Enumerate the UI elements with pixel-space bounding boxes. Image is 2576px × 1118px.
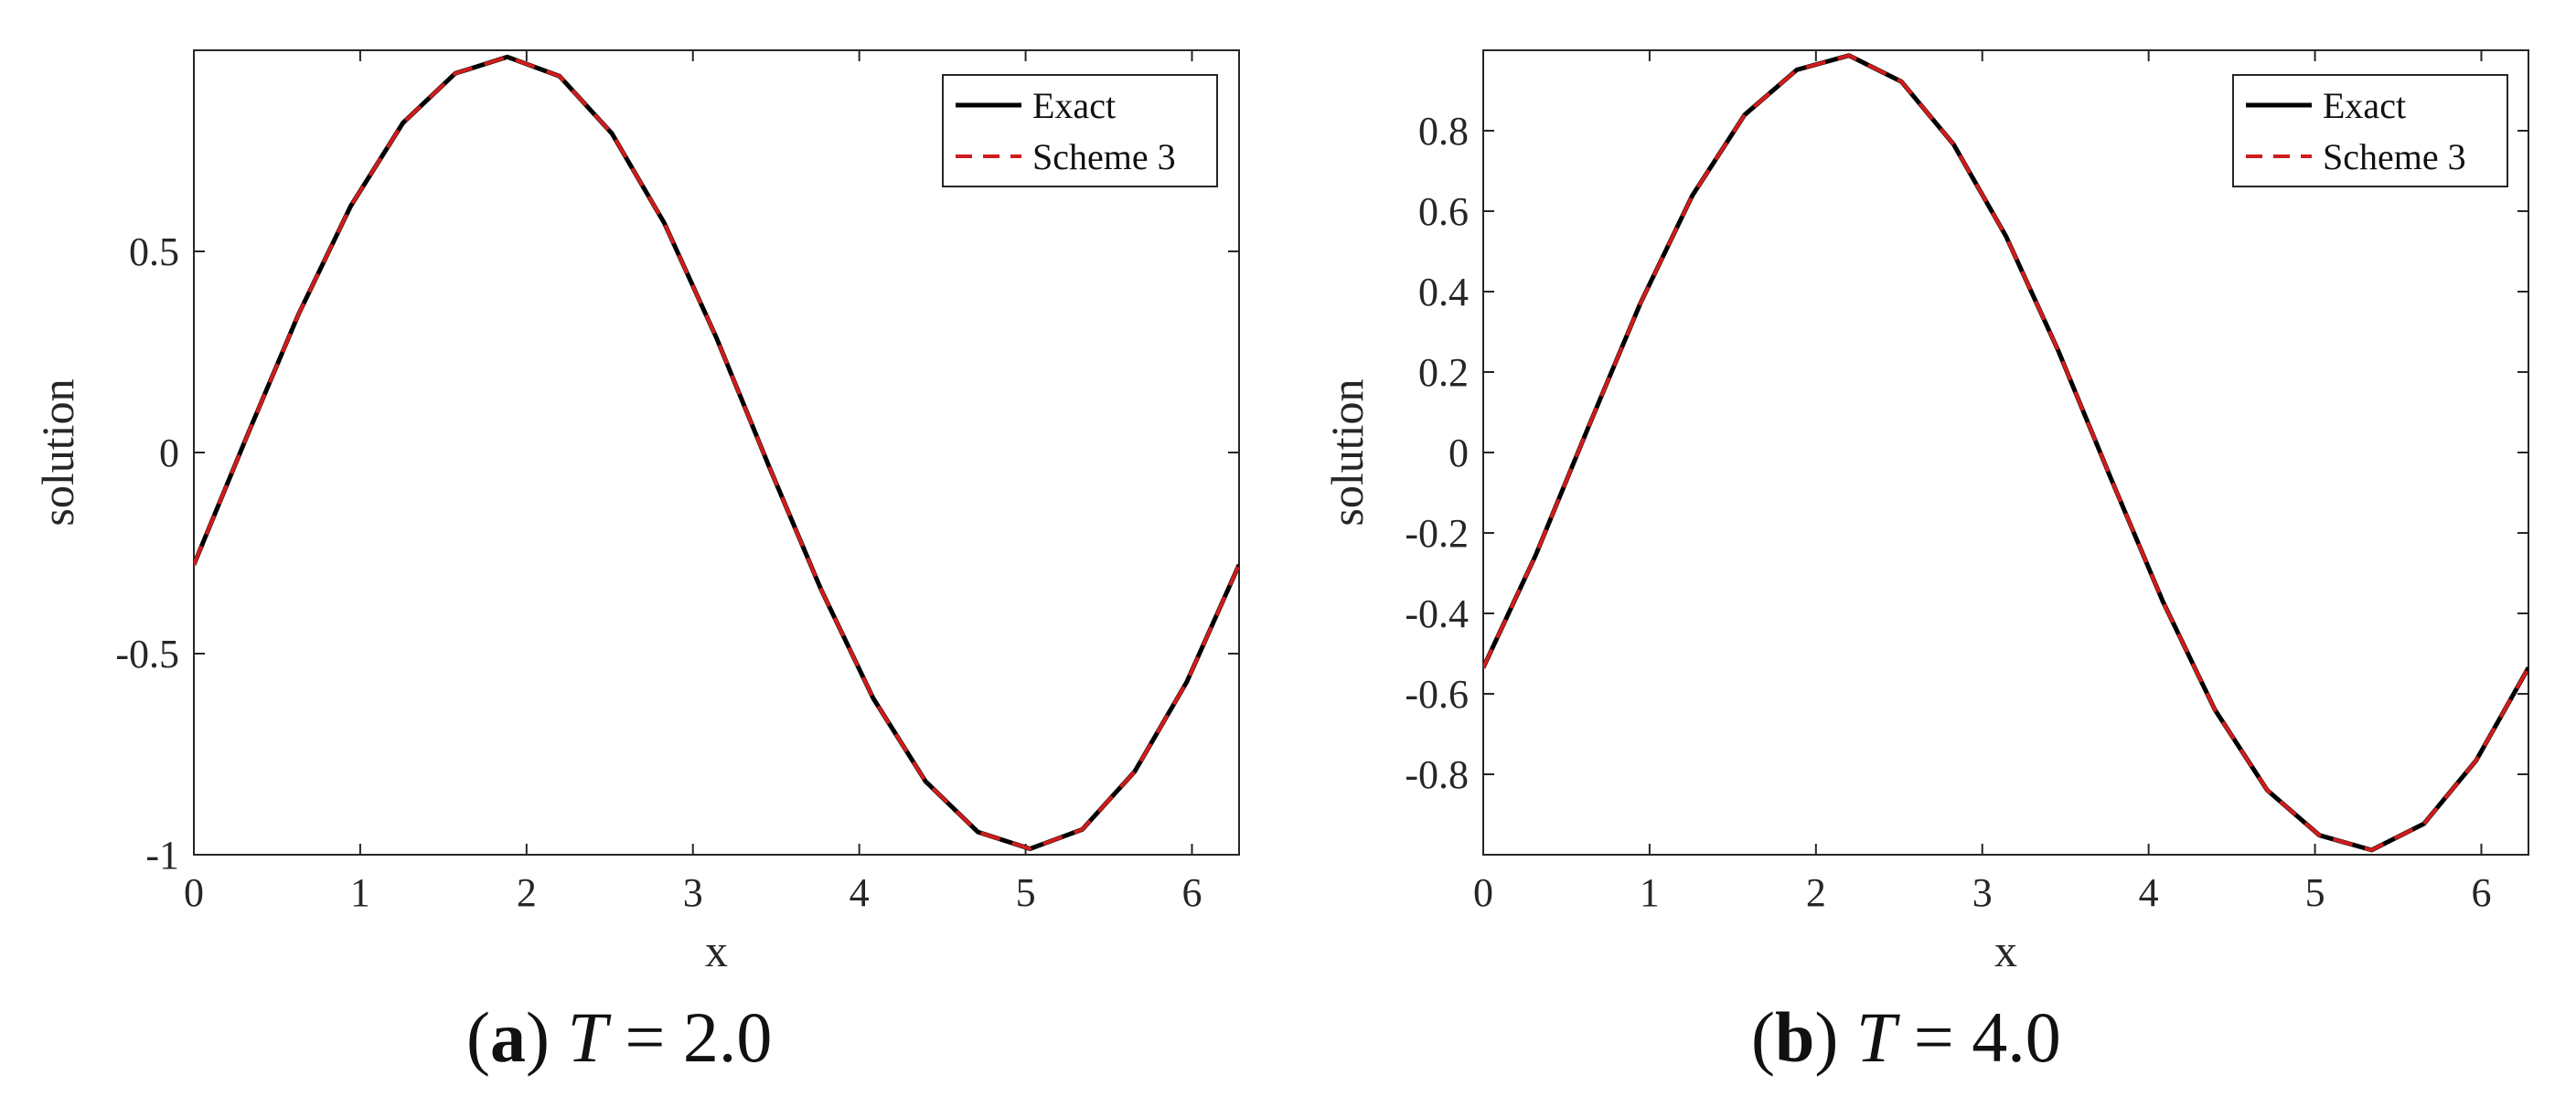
chart-b-xtick-label: 5 [2305, 870, 2325, 915]
chart-a-xtick-label: 3 [683, 870, 703, 915]
chart-b: 0 1 2 3 4 5 6 -0.8 -0.6 -0.4 -0.2 0 0.2 0.4 0.6 0.8 x sol… [1321, 49, 2529, 976]
chart-b-xtick-label: 0 [1473, 870, 1493, 915]
chart-a-xtick-label: 5 [1016, 870, 1036, 915]
caption-a-equals: = [625, 997, 666, 1077]
chart-b-ytick-label: -0.2 [1405, 511, 1469, 556]
chart-a-legend-label-scheme-3: Scheme 3 [1032, 136, 1176, 177]
chart-b-legend-label-scheme-3: Scheme 3 [2323, 136, 2466, 177]
caption-a-value: 2.0 [682, 997, 773, 1077]
caption-a-variable: T [567, 997, 607, 1077]
chart-b-xtick-label: 3 [1972, 870, 1993, 915]
chart-b-legend: Exact Scheme 3 [2232, 74, 2508, 187]
caption-b: (b) T = 4.0 [1751, 997, 2061, 1077]
chart-b-legend-box [2232, 74, 2508, 187]
chart-a-legend-label-exact: Exact [1032, 85, 1116, 126]
caption-a: (a) T = 2.0 [466, 997, 773, 1077]
chart-a-ylabel: solution [32, 378, 83, 526]
chart-b-xtick-label: 1 [1640, 870, 1660, 915]
caption-b-variable: T [1855, 997, 1897, 1077]
chart-a-xtick-label: 2 [517, 870, 537, 915]
chart-a-ytick-label: 0 [159, 431, 179, 475]
chart-b-xtick-label: 2 [1806, 870, 1826, 915]
chart-a-ytick-label: 0.5 [129, 229, 179, 274]
chart-b-ytick-label: 0.6 [1418, 189, 1469, 234]
chart-a-xtick-label: 0 [184, 870, 204, 915]
chart-a-series-exact-line [194, 54, 1239, 851]
chart-a-xtick-label: 6 [1181, 870, 1202, 915]
chart-b-ytick-label: -0.8 [1405, 752, 1469, 797]
chart-a-xtick-label: 1 [350, 870, 370, 915]
chart-a-xlabel: x [705, 925, 728, 976]
caption-b-equals: = [1913, 997, 1954, 1077]
caption-a-letter: a [489, 997, 526, 1077]
chart-b-xtick-label: 6 [2471, 870, 2491, 915]
chart-a-ytick-label: -1 [145, 833, 179, 878]
chart-b-ylabel: solution [1321, 378, 1373, 526]
chart-a-legend: Exact Scheme 3 [942, 74, 1218, 187]
chart-a-xtick-label: 4 [850, 870, 870, 915]
chart-a-legend-box [942, 74, 1218, 187]
chart-b-ytick-label: 0.2 [1418, 350, 1469, 395]
chart-b-ytick-label: -0.4 [1405, 591, 1469, 636]
chart-b-legend-label-exact: Exact [2323, 85, 2406, 126]
chart-b-xtick-label: 4 [2139, 870, 2159, 915]
caption-b-value: 4.0 [1972, 997, 2061, 1077]
chart-b-ytick-label: 0.8 [1418, 109, 1469, 154]
chart-a-ytick-label: -0.5 [115, 632, 179, 676]
chart-b-ytick-label: 0.4 [1418, 270, 1469, 314]
chart-b-ytick-label: -0.6 [1405, 672, 1469, 717]
caption-b-letter: b [1774, 997, 1815, 1077]
chart-b-xlabel: x [1994, 925, 2017, 976]
chart-b-series-scheme-3-line [1483, 53, 2528, 852]
chart-b-ytick-label: 0 [1448, 431, 1469, 475]
chart-a: 0 1 2 3 4 5 6 -1 -0.5 0 0.5 x solution Exact Scheme 3 [32, 49, 1240, 976]
